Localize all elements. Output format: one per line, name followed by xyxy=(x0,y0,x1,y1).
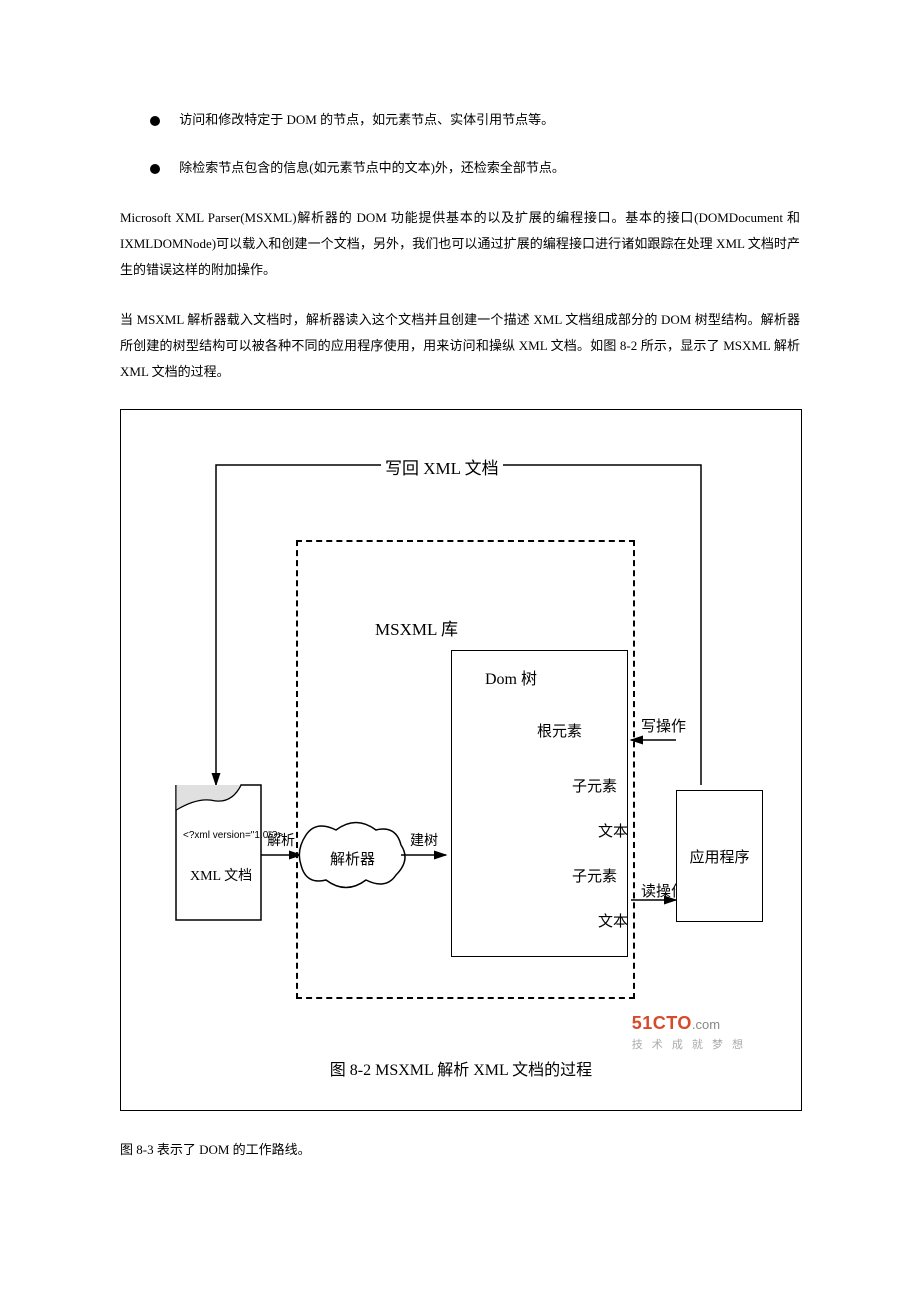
bullet-item: 访问和修改特定于 DOM 的节点，如元素节点、实体引用节点等。 xyxy=(120,110,800,130)
diagram-figure: 写回 XML 文档 MSXML 库 <?xml version="1.0"?> … xyxy=(120,409,802,1111)
paragraph: 当 MSXML 解析器载入文档时，解析器读入这个文档并且创建一个描述 XML 文… xyxy=(120,307,800,385)
watermark-domain: .com xyxy=(692,1017,720,1032)
text-node-label-2: 文本 xyxy=(598,910,628,931)
watermark: 51CTO.com 技 术 成 就 梦 想 xyxy=(632,1013,746,1052)
parse-label: 解析 xyxy=(263,830,299,850)
dom-tree-label: Dom 树 xyxy=(481,665,541,689)
figure-caption: 图 8-2 MSXML 解析 XML 文档的过程 xyxy=(330,1062,592,1079)
root-elem-label: 根元素 xyxy=(533,720,586,741)
watermark-brand: 51CTO xyxy=(632,1013,692,1033)
msxml-lib-label: MSXML 库 xyxy=(371,615,462,640)
bullet-item: 除检索节点包含的信息(如元素节点中的文本)外，还检索全部节点。 xyxy=(120,158,800,178)
bullet-text: 访问和修改特定于 DOM 的节点，如元素节点、实体引用节点等。 xyxy=(179,112,554,127)
bullet-icon xyxy=(150,164,160,174)
parser-label: 解析器 xyxy=(326,848,379,869)
xml-doc-label: XML 文档 xyxy=(186,865,256,885)
child-elem-label-1: 子元素 xyxy=(568,775,621,796)
write-op-label: 写操作 xyxy=(637,715,690,736)
diagram-label-writeback: 写回 XML 文档 xyxy=(381,454,503,479)
bullet-text: 除检索节点包含的信息(如元素节点中的文本)外，还检索全部节点。 xyxy=(179,160,565,175)
bullet-icon xyxy=(150,116,160,126)
app-label: 应用程序 xyxy=(689,846,749,867)
watermark-tagline: 技 术 成 就 梦 想 xyxy=(632,1036,746,1052)
child-elem-label-2: 子元素 xyxy=(568,865,621,886)
paragraph: Microsoft XML Parser(MSXML)解析器的 DOM 功能提供… xyxy=(120,205,800,283)
figure-caption-row: 图 8-2 MSXML 解析 XML 文档的过程 xyxy=(121,1056,801,1080)
text-node-label-1: 文本 xyxy=(598,820,628,841)
app-box: 应用程序 xyxy=(676,790,763,922)
buildtree-label: 建树 xyxy=(406,830,442,850)
footer-paragraph: 图 8-3 表示了 DOM 的工作路线。 xyxy=(120,1139,800,1158)
document-page: 访问和修改特定于 DOM 的节点，如元素节点、实体引用节点等。 除检索节点包含的… xyxy=(0,0,920,1218)
